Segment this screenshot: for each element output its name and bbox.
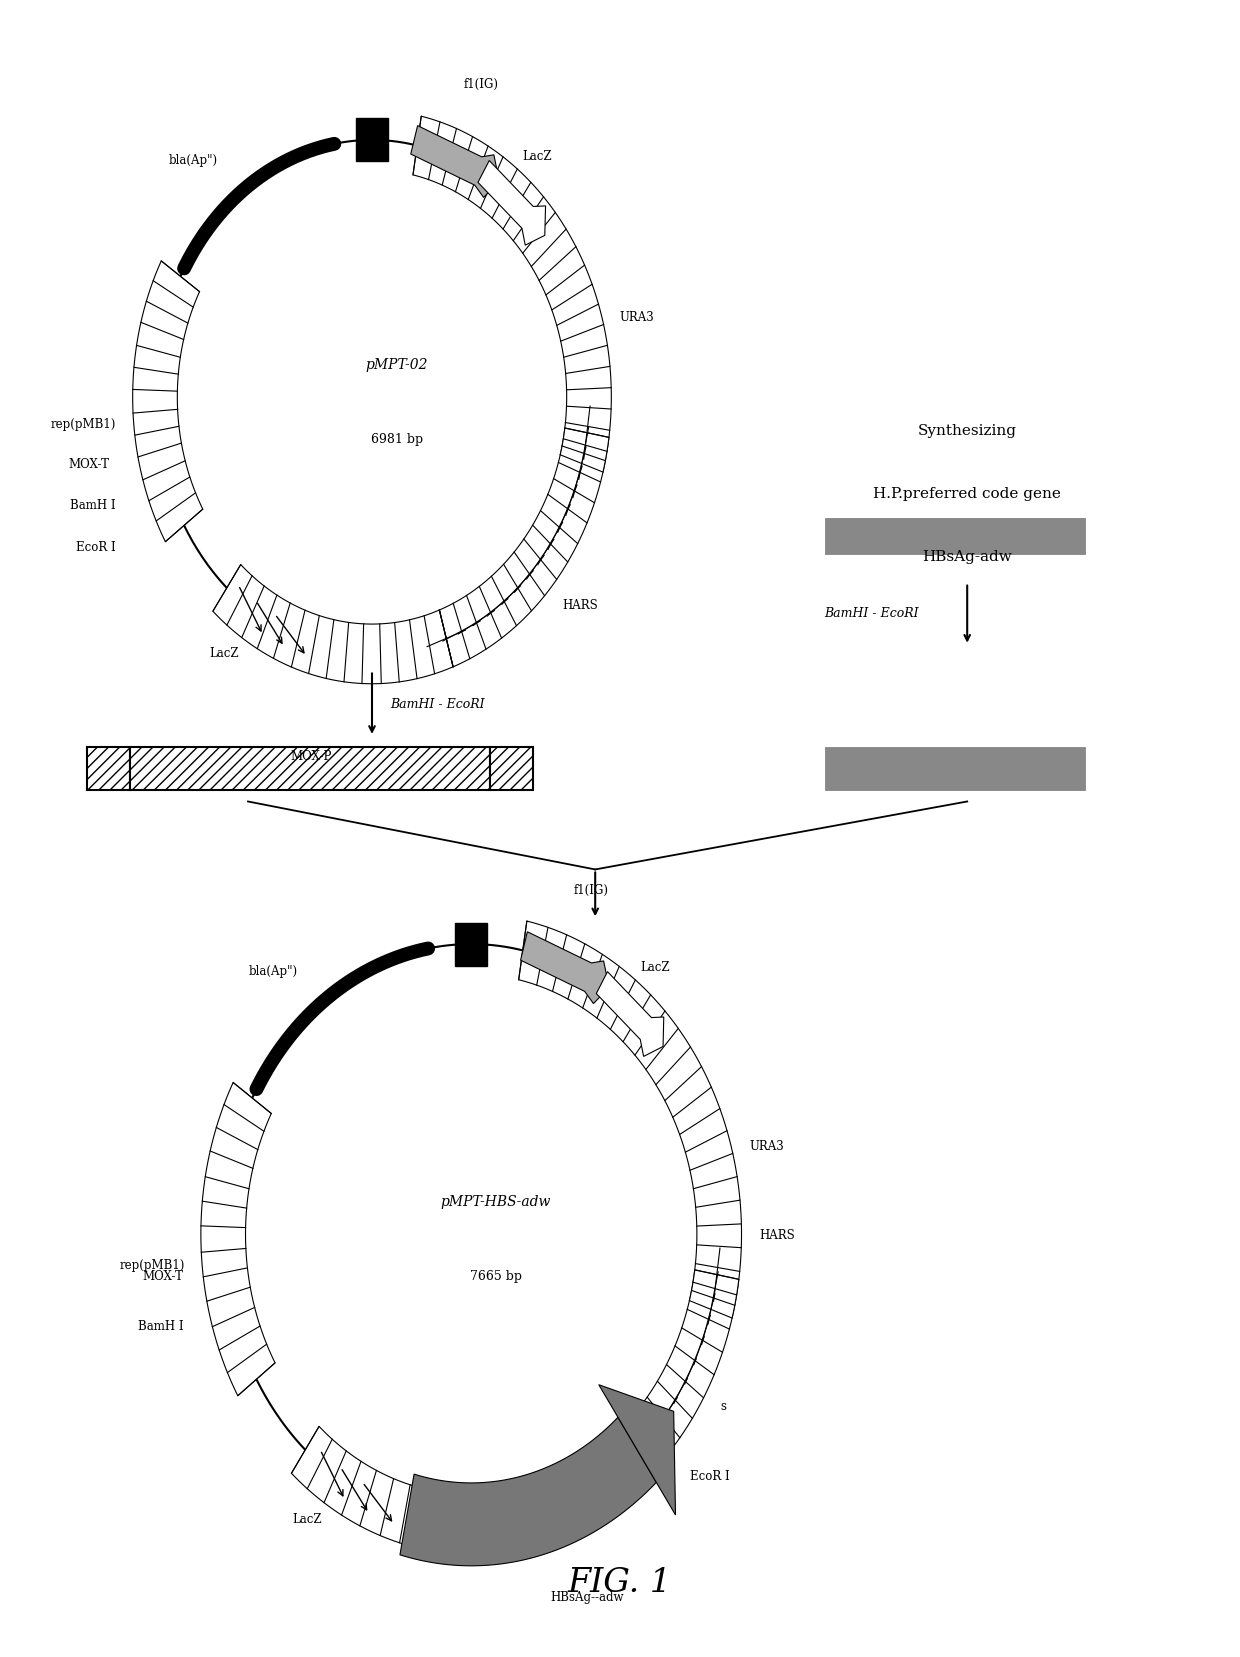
Polygon shape bbox=[401, 1417, 656, 1566]
Polygon shape bbox=[521, 933, 609, 1004]
Text: LacZ: LacZ bbox=[210, 646, 239, 659]
Text: rep(pMB1): rep(pMB1) bbox=[119, 1258, 185, 1271]
Polygon shape bbox=[439, 429, 609, 668]
Text: EcoR I: EcoR I bbox=[76, 540, 115, 553]
Text: s: s bbox=[720, 1400, 727, 1412]
Text: MOX-P: MOX-P bbox=[290, 749, 331, 762]
Text: f1(IG): f1(IG) bbox=[574, 883, 609, 896]
Text: HARS: HARS bbox=[759, 1228, 795, 1241]
Text: pMPT-HBS­adw: pMPT-HBS­adw bbox=[440, 1195, 552, 1208]
Text: BamHI - EcoRI: BamHI - EcoRI bbox=[391, 698, 485, 711]
Polygon shape bbox=[201, 1082, 275, 1395]
Text: URA3: URA3 bbox=[749, 1140, 784, 1152]
Polygon shape bbox=[518, 921, 742, 1319]
Polygon shape bbox=[596, 973, 663, 1057]
Bar bbox=[455, 923, 487, 966]
Text: H.P.preferred code gene: H.P.preferred code gene bbox=[873, 487, 1061, 500]
Text: bla(Ap"): bla(Ap") bbox=[249, 964, 298, 978]
Text: HBsAg-adw: HBsAg-adw bbox=[923, 550, 1012, 563]
Text: LacZ: LacZ bbox=[293, 1511, 322, 1524]
Polygon shape bbox=[599, 1385, 676, 1514]
Polygon shape bbox=[291, 1427, 563, 1554]
Text: LacZ: LacZ bbox=[641, 961, 671, 974]
Text: BamH I: BamH I bbox=[138, 1319, 184, 1332]
Bar bbox=[490, 747, 533, 790]
Polygon shape bbox=[410, 126, 500, 199]
Polygon shape bbox=[213, 565, 453, 684]
Text: bla(Ap"): bla(Ap") bbox=[169, 154, 218, 167]
Text: rep(pMB1): rep(pMB1) bbox=[51, 418, 117, 431]
Text: Synthesizing: Synthesizing bbox=[918, 424, 1017, 437]
Text: MOX-T: MOX-T bbox=[143, 1269, 184, 1283]
Text: 7665 bp: 7665 bp bbox=[470, 1269, 522, 1283]
Bar bbox=[87, 747, 130, 790]
Text: FIG. 1: FIG. 1 bbox=[568, 1566, 672, 1599]
Text: HBsAg--adw: HBsAg--adw bbox=[551, 1589, 624, 1602]
Text: MOX-T: MOX-T bbox=[68, 457, 109, 471]
Text: LacZ: LacZ bbox=[523, 151, 552, 164]
Bar bbox=[825, 519, 1085, 555]
Polygon shape bbox=[477, 161, 546, 245]
Text: f1(IG): f1(IG) bbox=[464, 78, 498, 91]
Polygon shape bbox=[133, 262, 203, 542]
Bar bbox=[825, 747, 1085, 790]
Text: BamH I: BamH I bbox=[69, 499, 115, 512]
Bar bbox=[356, 119, 388, 162]
Text: EcoR I: EcoR I bbox=[689, 1470, 729, 1483]
Polygon shape bbox=[413, 118, 611, 472]
Bar bbox=[130, 747, 490, 790]
Text: pMPT-02: pMPT-02 bbox=[366, 358, 428, 371]
Polygon shape bbox=[549, 1271, 739, 1536]
Text: HARS: HARS bbox=[563, 598, 599, 611]
Text: URA3: URA3 bbox=[620, 312, 655, 325]
Text: BamHI - EcoRI: BamHI - EcoRI bbox=[825, 606, 919, 620]
Text: 6981 bp: 6981 bp bbox=[371, 432, 423, 446]
